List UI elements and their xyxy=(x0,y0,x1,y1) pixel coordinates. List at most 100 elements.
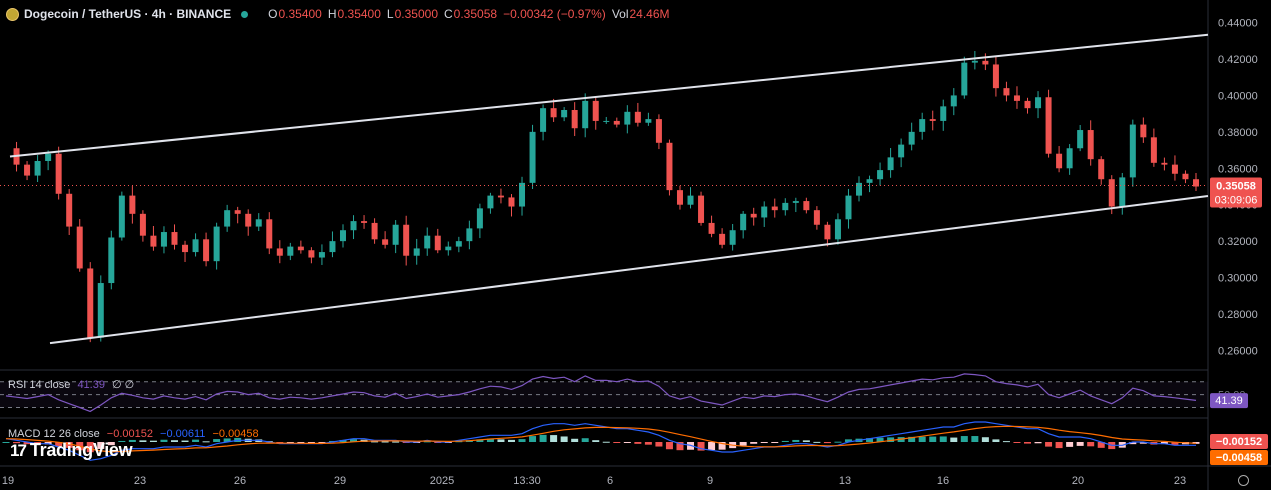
candle-body xyxy=(929,119,936,121)
candle-body xyxy=(592,100,599,121)
macd-histogram-bar xyxy=(1160,442,1168,445)
candle-body xyxy=(1066,148,1073,169)
candle-body xyxy=(108,237,115,284)
high-value: 0.35400 xyxy=(337,7,381,21)
macd-histogram-bar xyxy=(97,442,105,449)
price-tick-label: 0.26000 xyxy=(1218,345,1258,357)
macd-histogram-bar xyxy=(529,436,537,442)
macd-histogram-bar xyxy=(128,439,136,442)
macd-histogram-bar xyxy=(1139,442,1147,444)
macd-histogram-bar xyxy=(86,442,94,453)
macd-histogram-bar xyxy=(760,442,768,443)
vol-value: 24.46M xyxy=(629,7,670,21)
candle-body xyxy=(866,179,873,183)
candle-body xyxy=(487,195,494,209)
market-open-dot-icon xyxy=(241,10,249,18)
price-tick-label: 0.40000 xyxy=(1218,90,1258,102)
macd-signal-line xyxy=(5,425,1197,453)
candle-body xyxy=(392,224,399,245)
candle-body xyxy=(129,195,136,214)
macd-histogram-bar xyxy=(539,434,547,442)
macd-histogram-bar xyxy=(507,439,515,442)
candle-body xyxy=(1193,179,1199,187)
macd-histogram-bar xyxy=(876,437,884,442)
macd-histogram-bar xyxy=(350,439,358,442)
rsi-extra: ∅ ∅ xyxy=(112,379,135,391)
candle-body xyxy=(1003,88,1010,96)
candle-body xyxy=(877,170,884,180)
candle-body xyxy=(1045,97,1052,154)
candle-body xyxy=(182,244,189,253)
candle-body xyxy=(424,235,431,249)
candle-body xyxy=(1161,162,1168,165)
macd-histogram-bar xyxy=(844,439,852,442)
price-badge-value: 0.35058 xyxy=(1216,180,1256,192)
macd-histogram-bar xyxy=(655,442,663,447)
candle-body xyxy=(529,131,536,183)
macd-legend[interactable]: MACD 12 26 close −0.00152 −0.00611 −0.00… xyxy=(8,428,259,440)
candle-body xyxy=(466,228,473,242)
candle-body xyxy=(971,60,978,63)
candle-body xyxy=(687,195,694,205)
symbol-title[interactable]: Dogecoin / TetherUS · 4h · BINANCE xyxy=(24,7,232,21)
time-tick-label: 26 xyxy=(234,475,246,487)
tradingview-logo[interactable]: 17 TradingView xyxy=(10,440,133,461)
rsi-legend[interactable]: RSI 14 close 41.39 ∅ ∅ xyxy=(8,378,134,391)
macd-histogram-bar xyxy=(950,437,958,442)
candle-body xyxy=(1129,124,1136,178)
macd-histogram-bar xyxy=(697,442,705,451)
time-tick-label: 9 xyxy=(707,475,713,487)
rsi-badge-value: 41.39 xyxy=(1215,395,1243,407)
candle-body xyxy=(1024,100,1031,109)
candle-body xyxy=(803,201,810,211)
candle-body xyxy=(234,210,241,214)
candle-body xyxy=(719,233,726,245)
candle-body xyxy=(845,195,852,220)
macd-histogram-bar xyxy=(1013,442,1021,443)
candle-body xyxy=(192,239,199,253)
macd-signal-value: −0.00458 xyxy=(212,428,259,440)
open-label: O xyxy=(268,7,278,21)
candle-body xyxy=(413,248,420,256)
macd-histogram-bar xyxy=(929,436,937,442)
candle-body xyxy=(297,246,304,251)
candle-body xyxy=(476,208,483,229)
macd-histogram-bar xyxy=(276,442,284,443)
macd-histogram-bar xyxy=(55,442,63,447)
macd-histogram-bar xyxy=(107,442,115,446)
candle-body xyxy=(339,230,346,242)
macd-histogram-bar xyxy=(981,437,989,442)
candle-body xyxy=(45,153,52,161)
candle-body xyxy=(666,142,673,191)
time-tick-label: 2025 xyxy=(430,475,454,487)
candle-body xyxy=(1119,177,1126,207)
macd-histogram-bar xyxy=(592,440,600,442)
candle-body xyxy=(582,100,589,129)
macd-histogram-bar xyxy=(866,438,874,442)
price-tick-label: 0.42000 xyxy=(1218,54,1258,66)
candle-body xyxy=(97,283,104,338)
macd-histogram-bar xyxy=(13,442,21,444)
low-value: 0.35000 xyxy=(394,7,438,21)
candle-body xyxy=(213,226,220,262)
candle-body xyxy=(761,206,768,218)
macd-histogram-bar xyxy=(307,442,315,443)
channel-upper-line xyxy=(9,33,1209,158)
macd-histogram-bar xyxy=(739,442,747,446)
macd-histogram-bar xyxy=(181,440,189,442)
macd-histogram-bar xyxy=(834,441,842,443)
price-tick-label: 0.28000 xyxy=(1218,309,1258,321)
price-badge-countdown: 03:09:06 xyxy=(1215,194,1258,206)
price-tick-label: 0.44000 xyxy=(1218,18,1258,30)
settings-gear-icon[interactable] xyxy=(1238,475,1249,486)
macd-line xyxy=(5,421,1196,461)
macd-histogram-bar xyxy=(802,440,810,442)
macd-histogram-bar xyxy=(676,442,684,451)
candle-body xyxy=(276,248,283,256)
candle-body xyxy=(645,119,652,123)
candle-body xyxy=(445,246,452,251)
candle-body xyxy=(771,206,778,211)
vol-label: Vol xyxy=(611,7,629,21)
macd-histogram-bar xyxy=(160,439,168,442)
